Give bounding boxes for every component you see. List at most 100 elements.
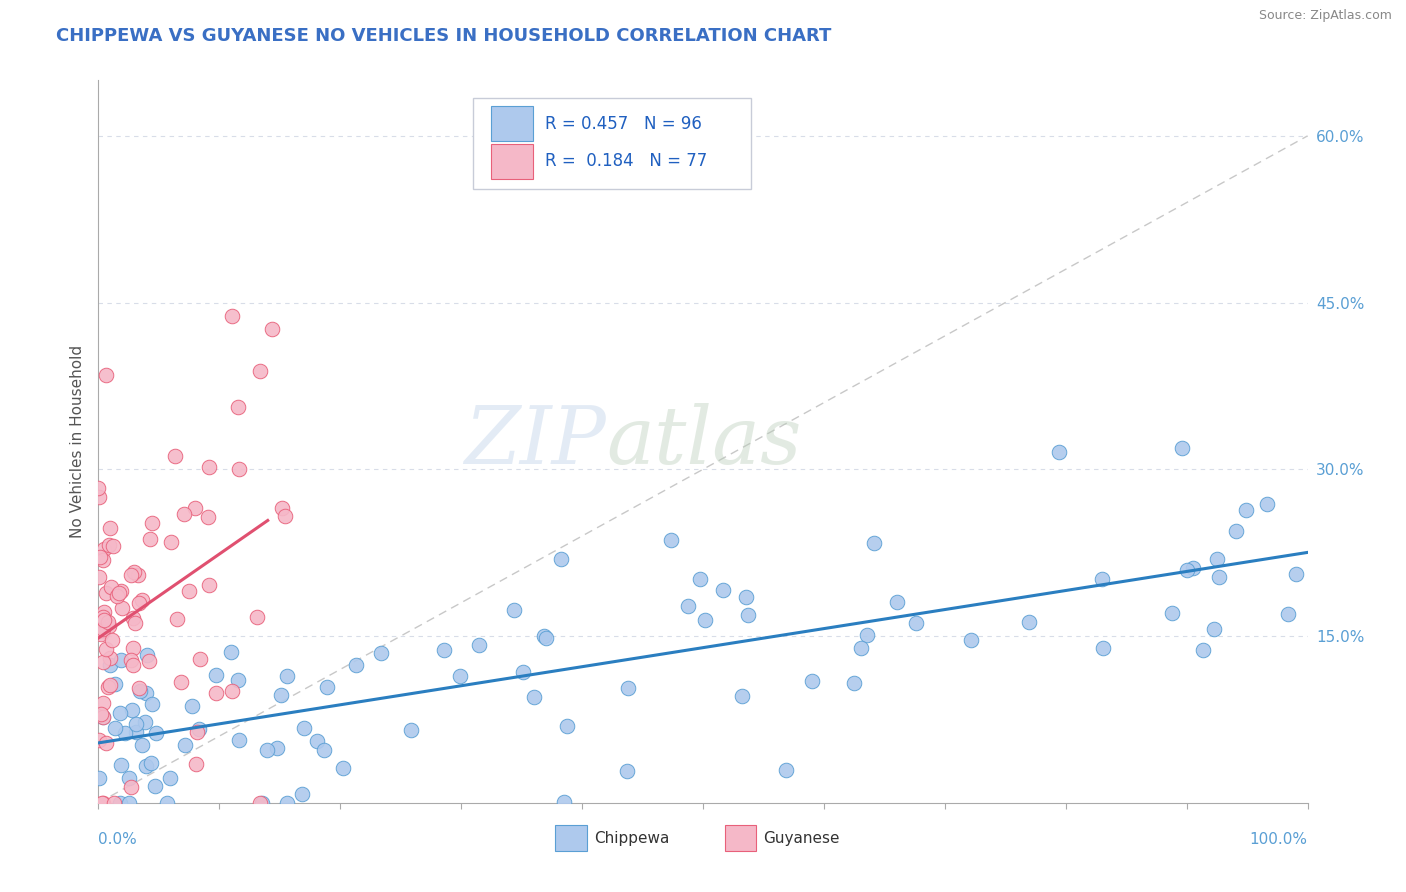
Text: Guyanese: Guyanese <box>763 830 839 846</box>
Text: 100.0%: 100.0% <box>1250 831 1308 847</box>
Point <box>312 743 335 757</box>
Point <box>124 616 146 631</box>
Point <box>226 673 249 687</box>
Point <box>1160 606 1182 620</box>
Point <box>616 681 638 695</box>
Point <box>89 550 111 565</box>
Point <box>110 757 132 772</box>
Point <box>735 591 758 605</box>
Point <box>550 552 572 566</box>
Point <box>124 565 146 579</box>
Point <box>228 462 250 476</box>
Point <box>534 632 557 646</box>
Point <box>93 542 115 557</box>
Text: ZIP: ZIP <box>464 403 606 480</box>
Point <box>96 680 118 694</box>
Point <box>844 676 866 690</box>
Point <box>1225 524 1247 538</box>
Point <box>198 578 221 592</box>
Point <box>120 652 142 666</box>
Point <box>1256 497 1278 511</box>
Point <box>856 627 879 641</box>
Point <box>98 521 121 535</box>
Text: Source: ZipAtlas.com: Source: ZipAtlas.com <box>1258 9 1392 22</box>
Point <box>98 678 121 692</box>
Point <box>205 668 228 682</box>
Point <box>124 717 146 731</box>
Point <box>120 780 142 794</box>
Point <box>108 586 131 600</box>
Point <box>228 733 250 747</box>
Point <box>94 368 117 383</box>
Point <box>886 595 908 609</box>
Point <box>89 772 111 786</box>
Point <box>523 690 546 705</box>
Point <box>103 796 125 810</box>
Point <box>711 582 734 597</box>
Point <box>1182 560 1205 574</box>
Point <box>274 508 297 523</box>
Point <box>1285 566 1308 581</box>
Point <box>90 706 112 721</box>
Point <box>1206 551 1229 566</box>
Point <box>270 688 292 702</box>
Point <box>502 603 524 617</box>
Point <box>1018 615 1040 629</box>
Point <box>1091 572 1114 586</box>
Point <box>110 583 132 598</box>
Point <box>170 675 193 690</box>
Point <box>128 681 150 696</box>
Point <box>863 536 886 550</box>
Point <box>93 605 115 619</box>
Point <box>89 490 111 504</box>
Point <box>118 771 141 785</box>
Point <box>344 657 367 672</box>
Point <box>135 648 157 662</box>
Point <box>127 567 149 582</box>
Point <box>246 610 269 624</box>
Point <box>197 510 219 524</box>
Point <box>105 590 128 604</box>
Point <box>93 796 115 810</box>
Point <box>399 723 422 738</box>
Point <box>101 632 124 647</box>
Point <box>93 656 115 670</box>
Point <box>134 715 156 730</box>
Point <box>305 733 328 747</box>
Point <box>1175 563 1198 577</box>
Text: CHIPPEWA VS GUYANESE NO VEHICLES IN HOUSEHOLD CORRELATION CHART: CHIPPEWA VS GUYANESE NO VEHICLES IN HOUS… <box>56 27 831 45</box>
Point <box>118 796 141 810</box>
Point <box>276 669 298 683</box>
Point <box>249 364 271 378</box>
Point <box>1234 502 1257 516</box>
Point <box>166 612 188 626</box>
Point <box>145 726 167 740</box>
Point <box>512 665 534 679</box>
Point <box>128 683 150 698</box>
Point <box>141 516 163 530</box>
Point <box>94 586 117 600</box>
Point <box>91 624 114 638</box>
Point <box>1208 569 1230 583</box>
Point <box>156 796 179 810</box>
Point <box>91 623 114 637</box>
Point <box>695 613 717 627</box>
Point <box>184 500 207 515</box>
Point <box>141 756 163 771</box>
Text: R = 0.457   N = 96: R = 0.457 N = 96 <box>544 115 702 133</box>
Point <box>616 764 638 778</box>
Point <box>553 795 575 809</box>
Point <box>98 651 121 665</box>
Point <box>121 611 143 625</box>
Point <box>94 642 117 657</box>
Point <box>266 740 288 755</box>
FancyBboxPatch shape <box>724 825 756 851</box>
Point <box>98 538 121 552</box>
Point <box>775 763 797 777</box>
Point <box>731 689 754 703</box>
Y-axis label: No Vehicles in Household: No Vehicles in Household <box>69 345 84 538</box>
Point <box>91 796 114 810</box>
Point <box>249 796 271 810</box>
Point <box>100 580 122 594</box>
Point <box>159 771 181 785</box>
